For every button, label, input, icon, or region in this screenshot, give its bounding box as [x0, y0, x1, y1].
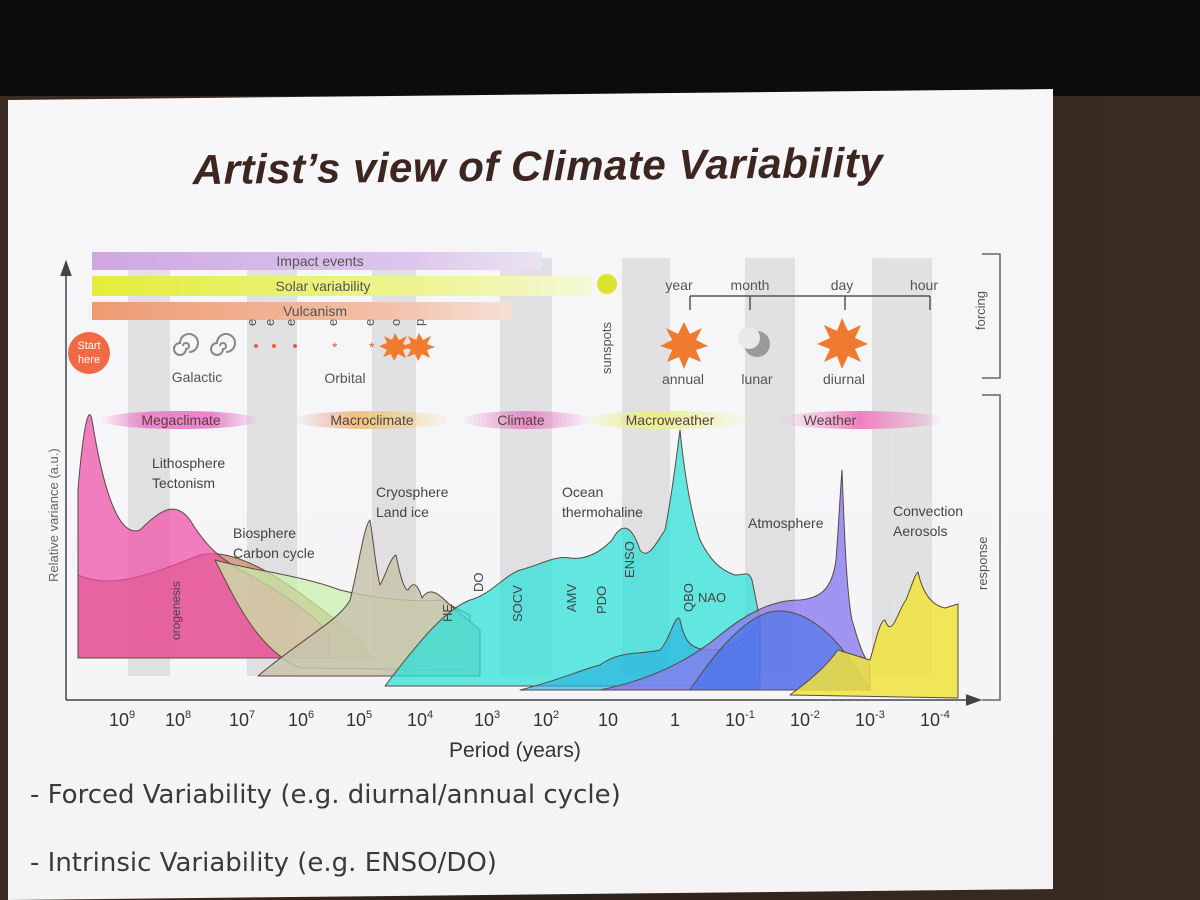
start-here-marker: Start here [68, 332, 110, 374]
x-axis-ticks: 109 108 107 106 105 104 103 102 10 1 10-… [109, 709, 950, 730]
x-tick: 103 [474, 709, 500, 730]
cycle-day-label: day [831, 277, 854, 293]
impact-events-bar [92, 252, 542, 270]
orbital-markers: e e e e e o p [244, 319, 427, 326]
forcing-side-label: forcing [973, 291, 988, 330]
impact-events-label: Impact events [276, 253, 363, 269]
bullet-intrinsic-variability: - Intrinsic Variability (e.g. ENSO/DO) [30, 848, 497, 878]
x-tick: 102 [533, 709, 559, 730]
start-here-label-2: here [78, 354, 100, 366]
diurnal-label: diurnal [823, 371, 865, 387]
x-tick: 10 [598, 710, 618, 730]
orbital-letter: p [412, 319, 427, 326]
cryosphere-label-2: Land ice [376, 504, 429, 520]
x-tick: 10-2 [790, 709, 820, 730]
variance-spectra [77, 414, 959, 699]
galactic-label: Galactic [172, 369, 223, 385]
x-tick: 109 [109, 709, 135, 730]
response-bracket [982, 394, 1001, 701]
x-tick: 106 [288, 709, 314, 730]
solar-variability-label: Solar variability [276, 278, 371, 294]
cycle-hour-label: hour [910, 277, 938, 293]
vulcanism-label: Vulcanism [283, 303, 347, 319]
sunspots-icon [597, 274, 617, 294]
lunar-label: lunar [741, 371, 772, 387]
regime-macroclimate: Macroclimate [330, 412, 413, 428]
galactic-spiral-icon [173, 333, 236, 356]
cycle-bracket [689, 295, 931, 310]
convection-area [789, 571, 959, 699]
annual-label: annual [662, 371, 704, 387]
orbital-letter: e [244, 319, 259, 326]
enso-label: ENSO [622, 541, 637, 578]
x-axis-label: Period (years) [449, 739, 581, 762]
convection-label-1: Convection [893, 503, 963, 519]
cryosphere-label-1: Cryosphere [376, 484, 449, 500]
vulcanism-bar [92, 302, 512, 320]
regime-megaclimate: Megaclimate [141, 412, 221, 428]
regime-climate: Climate [497, 412, 545, 428]
orbital-letter: o [388, 319, 403, 326]
x-tick: 104 [407, 709, 433, 730]
sunspots-label: sunspots [599, 321, 614, 374]
forcing-bracket [982, 253, 1001, 379]
regime-bands [100, 411, 945, 429]
lunar-moon-icon [738, 327, 770, 357]
convection-label-2: Aerosols [893, 523, 947, 539]
socv-label: SOCV [510, 585, 525, 622]
x-tick: 107 [229, 709, 255, 730]
axes [60, 259, 983, 706]
biosphere-label-2: Carbon cycle [233, 545, 315, 561]
ocean-label-1: Ocean [562, 484, 603, 500]
solar-variability-bar [92, 276, 592, 296]
x-tick: 10-3 [855, 709, 885, 730]
amv-label: AMV [564, 584, 579, 613]
orbital-letter: e [362, 319, 377, 326]
x-tick: 1 [670, 710, 680, 730]
x-tick: 108 [165, 709, 191, 730]
orbital-label: Orbital [324, 370, 365, 386]
response-side-label: response [975, 537, 990, 590]
qbo-label: QBO [681, 583, 696, 612]
do-label: DO [471, 573, 486, 593]
regime-macroweather: Macroweather [626, 412, 715, 428]
svg-text:*: * [332, 339, 338, 355]
orbital-letter: e [283, 319, 298, 326]
y-axis-label: Relative variance (a.u.) [46, 448, 61, 582]
diurnal-sun-icon [817, 318, 868, 369]
lithosphere-label-1: Lithosphere [152, 455, 225, 471]
orogenesis-label: orogenesis [169, 581, 183, 640]
lithosphere-label-2: Tectonism [152, 475, 215, 491]
he-label: HE [440, 604, 455, 622]
nao-label: NAO [698, 590, 726, 605]
atmosphere-label: Atmosphere [748, 515, 824, 531]
biosphere-label-1: Biosphere [233, 525, 296, 541]
ocean-area [384, 429, 761, 687]
orbital-dots: * * [254, 339, 375, 355]
forcing-bars: Impact events Solar variability Vulcanis… [92, 252, 592, 320]
cycle-year-label: year [665, 277, 693, 293]
start-here-label-1: Start [77, 340, 100, 352]
regime-weather: Weather [804, 412, 857, 428]
orbital-letter: e [262, 319, 277, 326]
x-tick: 10-4 [920, 709, 950, 730]
svg-text:*: * [369, 339, 375, 355]
bullet-forced-variability: - Forced Variability (e.g. diurnal/annua… [30, 780, 621, 810]
orbital-star-icon [379, 333, 435, 361]
pdo-label: PDO [594, 586, 609, 614]
x-tick: 10-1 [725, 709, 755, 730]
orbital-letter: e [325, 319, 340, 326]
cycle-month-label: month [731, 277, 770, 293]
x-tick: 105 [346, 709, 372, 730]
ocean-label-2: thermohaline [562, 504, 643, 520]
annual-sun-icon [660, 322, 708, 369]
